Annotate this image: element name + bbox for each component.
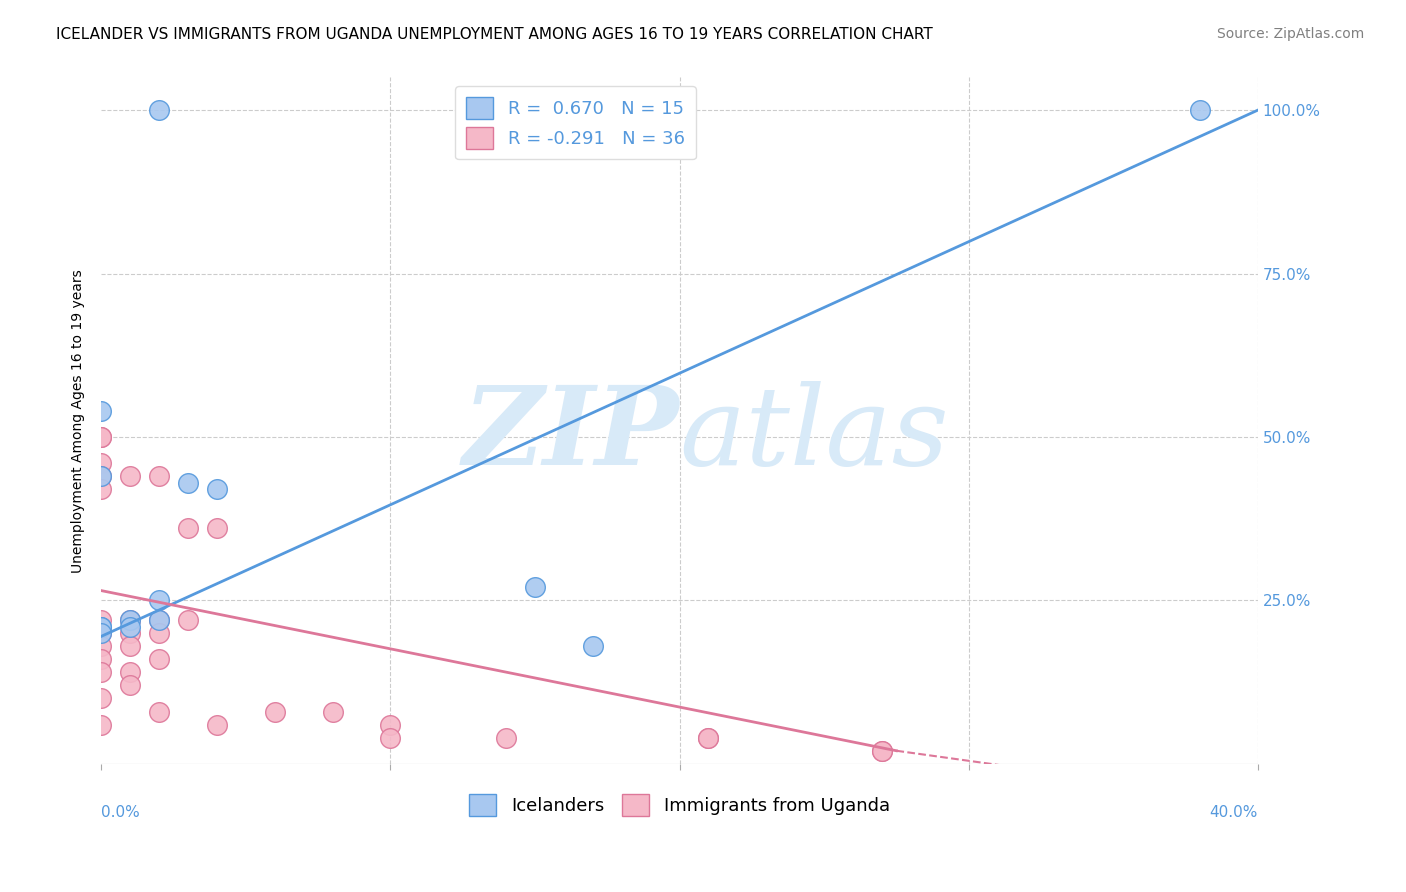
Point — [495, 731, 517, 745]
Point — [90, 456, 112, 470]
Point — [148, 626, 170, 640]
Point — [205, 483, 228, 497]
Point — [90, 483, 112, 497]
Point — [148, 613, 170, 627]
Text: 40.0%: 40.0% — [1209, 805, 1258, 820]
Point — [90, 652, 112, 666]
Point — [263, 705, 285, 719]
Y-axis label: Unemployment Among Ages 16 to 19 years: Unemployment Among Ages 16 to 19 years — [72, 268, 86, 573]
Point — [582, 639, 605, 653]
Point — [90, 613, 112, 627]
Point — [205, 521, 228, 535]
Point — [120, 626, 142, 640]
Point — [380, 731, 402, 745]
Point — [697, 731, 720, 745]
Point — [148, 652, 170, 666]
Point — [148, 469, 170, 483]
Point — [148, 593, 170, 607]
Point — [90, 619, 112, 633]
Point — [120, 619, 142, 633]
Point — [697, 731, 720, 745]
Point — [870, 744, 893, 758]
Point — [90, 430, 112, 444]
Point — [120, 639, 142, 653]
Point — [120, 665, 142, 680]
Text: Source: ZipAtlas.com: Source: ZipAtlas.com — [1216, 27, 1364, 41]
Point — [90, 469, 112, 483]
Text: ICELANDER VS IMMIGRANTS FROM UGANDA UNEMPLOYMENT AMONG AGES 16 TO 19 YEARS CORRE: ICELANDER VS IMMIGRANTS FROM UGANDA UNEM… — [56, 27, 934, 42]
Point — [120, 613, 142, 627]
Point — [90, 717, 112, 731]
Point — [1188, 103, 1211, 117]
Point — [90, 430, 112, 444]
Point — [90, 639, 112, 653]
Point — [148, 103, 170, 117]
Legend: Icelanders, Immigrants from Uganda: Icelanders, Immigrants from Uganda — [463, 787, 897, 823]
Point — [120, 469, 142, 483]
Point — [90, 626, 112, 640]
Point — [205, 717, 228, 731]
Point — [90, 691, 112, 706]
Point — [177, 521, 200, 535]
Point — [148, 705, 170, 719]
Point — [322, 705, 344, 719]
Text: atlas: atlas — [679, 381, 949, 488]
Point — [90, 404, 112, 418]
Point — [148, 613, 170, 627]
Point — [120, 613, 142, 627]
Point — [90, 619, 112, 633]
Point — [90, 626, 112, 640]
Point — [380, 717, 402, 731]
Point — [120, 678, 142, 692]
Point — [177, 613, 200, 627]
Point — [523, 580, 546, 594]
Point — [177, 475, 200, 490]
Text: ZIP: ZIP — [463, 381, 679, 488]
Text: 0.0%: 0.0% — [101, 805, 141, 820]
Point — [870, 744, 893, 758]
Point — [90, 665, 112, 680]
Point — [90, 469, 112, 483]
